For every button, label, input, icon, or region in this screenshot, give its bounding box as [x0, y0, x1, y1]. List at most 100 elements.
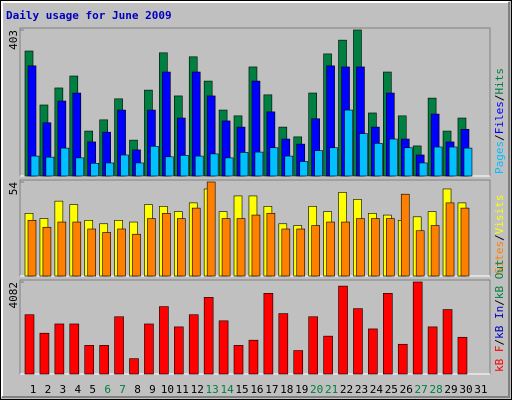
bar [397, 343, 408, 375]
bar [45, 156, 55, 177]
legend-entry: kB In [493, 306, 506, 339]
x-tick-label: 4 [74, 383, 81, 396]
bar [296, 228, 306, 277]
bar [57, 221, 67, 277]
bar [39, 332, 50, 375]
bar [159, 306, 169, 375]
x-tick-label: 2 [45, 383, 52, 396]
bar [69, 323, 80, 375]
bar [356, 218, 365, 277]
bar [457, 336, 468, 375]
x-tick-label: 10 [161, 383, 174, 396]
bar [418, 162, 428, 177]
bar [281, 228, 291, 277]
bar [206, 181, 216, 277]
bar [75, 157, 85, 177]
bar [27, 219, 37, 277]
y-tick-label: 4082 [7, 282, 20, 309]
bar [24, 314, 35, 375]
bar [191, 207, 201, 277]
bar [221, 218, 231, 277]
chart-title: Daily usage for June 2009 [6, 9, 172, 22]
legend-entry: Visits [493, 195, 506, 235]
bar [266, 213, 276, 277]
legend-separator: / [493, 339, 506, 346]
x-tick-label: 6 [104, 383, 111, 396]
legend: Pages/Files/Hits [493, 68, 506, 174]
legend: Sites/Visits [493, 195, 506, 275]
bar [293, 350, 304, 375]
x-tick-label: 31 [474, 383, 487, 396]
bar [105, 162, 114, 177]
x-tick-label: 13 [206, 383, 219, 396]
x-tick-label: 8 [134, 383, 141, 396]
x-tick-label: 19 [295, 383, 308, 396]
bar [203, 297, 214, 375]
bar [135, 162, 144, 177]
bar [427, 326, 438, 375]
bar [42, 226, 52, 277]
bar [251, 214, 261, 277]
x-tick-label: 23 [355, 383, 368, 396]
x-tick-label: 26 [400, 383, 413, 396]
bar [144, 323, 154, 375]
bar [403, 147, 413, 177]
legend-separator: / [493, 134, 506, 141]
bar [150, 145, 159, 177]
bar [311, 225, 320, 277]
bar [433, 146, 443, 177]
bar [87, 228, 97, 277]
bar [463, 147, 473, 177]
bar [132, 233, 141, 277]
bar [218, 320, 229, 375]
bar [236, 218, 246, 277]
bar [368, 328, 378, 375]
bar [60, 147, 70, 177]
bar [90, 163, 100, 177]
bar [314, 150, 323, 177]
bar [180, 155, 189, 177]
bar [299, 161, 309, 177]
x-tick-label: 11 [176, 383, 189, 396]
x-tick-label: 12 [191, 383, 204, 396]
bar [460, 207, 470, 277]
x-tick-label: 3 [60, 383, 67, 396]
bar [239, 152, 249, 177]
bar [338, 285, 348, 375]
bar [371, 218, 380, 277]
x-tick-label: 1 [30, 383, 37, 396]
bar [344, 109, 353, 177]
legend-separator: / [493, 234, 506, 241]
bar [209, 153, 219, 177]
bar [323, 335, 333, 375]
y-tick-label: 403 [7, 30, 20, 50]
y-tick-label: 54 [7, 182, 20, 196]
bar [374, 143, 383, 177]
bar [400, 193, 410, 277]
x-tick-label: 24 [370, 383, 384, 396]
bar [174, 326, 184, 375]
bar [445, 202, 455, 277]
bar [308, 316, 318, 375]
bar [383, 293, 393, 375]
bar [102, 232, 111, 277]
bar [329, 147, 338, 177]
legend-entry: Sites [493, 241, 506, 274]
bar [269, 147, 279, 177]
legend-separator: / [493, 95, 506, 102]
x-tick-label: 21 [325, 383, 338, 396]
bar [54, 323, 65, 375]
bar [177, 218, 186, 277]
bar [415, 230, 425, 277]
x-tick-label: 22 [340, 383, 353, 396]
bar [129, 358, 139, 375]
x-tick-label: 7 [119, 383, 126, 396]
bar [30, 155, 40, 177]
bar [248, 339, 259, 375]
bar [386, 218, 395, 277]
legend-entry: kB Out [493, 259, 506, 299]
bar [165, 156, 174, 177]
bar [117, 228, 126, 277]
